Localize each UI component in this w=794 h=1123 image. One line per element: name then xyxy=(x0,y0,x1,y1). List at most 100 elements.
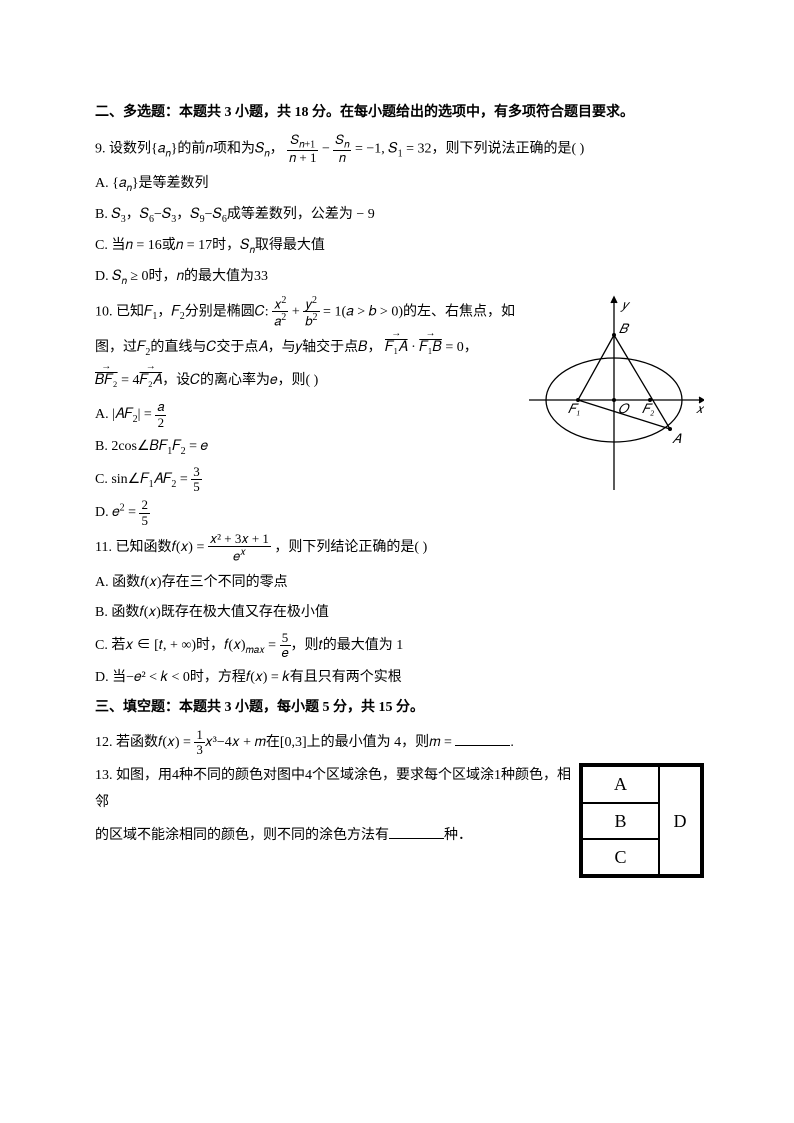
t: }是等差数列 xyxy=(132,176,209,191)
t: D. 𝑆 xyxy=(95,269,121,284)
frac: 25 xyxy=(139,498,150,528)
svg-text:𝐹₁: 𝐹₁ xyxy=(568,401,580,416)
frac: 𝑆𝑛𝑛 xyxy=(333,133,351,166)
t: 𝐹₁𝐴 xyxy=(385,335,408,362)
t: A. |𝐴𝐹 xyxy=(95,407,133,422)
q10-D: D. 𝑒 2 = 25 xyxy=(95,498,524,528)
svg-text:𝐵: 𝐵 xyxy=(619,321,630,336)
frac: 𝑎2 xyxy=(155,400,166,430)
svg-text:𝑦: 𝑦 xyxy=(620,297,631,312)
svg-text:𝐹₂: 𝐹₂ xyxy=(642,401,655,416)
t: 5 xyxy=(280,631,291,646)
t: 11. 已知函数𝑓(𝑥) = xyxy=(95,540,208,555)
t: 𝑆 xyxy=(290,132,299,147)
t: 𝑚𝑎𝑥 xyxy=(246,645,265,656)
t: C. 当𝑛 = 16或𝑛 = 17时，𝑆 xyxy=(95,238,250,253)
t: 𝐹₁𝐵 xyxy=(419,335,442,362)
t: D. 𝑒 xyxy=(95,505,120,520)
t: 分别是椭圆𝐶: xyxy=(185,304,272,319)
frac: 𝑥² + 3𝑥 + 1𝑒𝑥 xyxy=(208,532,271,564)
vector: 𝐵𝐹₂ xyxy=(95,368,118,395)
t: 的直线与𝐶交于点𝐴，与𝑦轴交于点𝐵， xyxy=(150,340,381,355)
frac: 35 xyxy=(191,465,202,495)
t: 𝑛 xyxy=(344,139,349,150)
blank xyxy=(455,731,510,746)
q11-D: D. 当−𝑒² < 𝑘 < 0时，方程𝑓(𝑥) = 𝑘有且只有两个实根 xyxy=(95,665,704,692)
t: 𝐴𝐹 xyxy=(154,472,172,487)
t: 2 xyxy=(281,295,286,306)
s3-title: 三、填空题：本题共 3 小题，每小题 5 分，共 15 分。 xyxy=(95,700,424,715)
t: 𝑒 xyxy=(280,646,291,660)
q10-text: 10. 已知𝐹1，𝐹2分别是椭圆𝐶: 𝑥2𝑎2 + 𝑦2𝑏2 = 1(𝑎 > 𝑏… xyxy=(95,295,524,532)
t: = 32，则下列说法正确的是( ) xyxy=(403,141,585,156)
t: 𝑏 xyxy=(305,314,312,329)
t: = −1, 𝑆 xyxy=(355,141,398,156)
t: ，𝐹 xyxy=(157,304,179,319)
q9-D: D. 𝑆𝑛 ≥ 0时，𝑛的最大值为33 xyxy=(95,264,704,291)
t: −𝑆 xyxy=(205,207,222,222)
q13-text: 13. 如图，用4种不同的颜色对图中4个区域涂色，要求每个区域涂1种颜色，相邻 … xyxy=(95,763,571,855)
frac: 𝑆𝑛+1𝑛 + 1 xyxy=(287,133,318,166)
q11-stem: 11. 已知函数𝑓(𝑥) = 𝑥² + 3𝑥 + 1𝑒𝑥 ，则下列结论正确的是(… xyxy=(95,532,704,564)
q13-figure: ADBC xyxy=(579,763,704,888)
section3-header: 三、填空题：本题共 3 小题，每小题 5 分，共 15 分。 xyxy=(95,695,704,722)
t: 种． xyxy=(444,828,472,843)
t: 3 xyxy=(194,743,205,757)
t: | = xyxy=(138,407,156,422)
q9-A: A. {𝑎𝑛}是等差数列 xyxy=(95,171,704,198)
t: 𝑥³−4𝑥 + 𝑚在[0,3]上的最小值为 4，则𝑚 = xyxy=(205,735,456,750)
t: 的区域不能涂相同的颜色，则不同的涂色方法有 xyxy=(95,828,389,843)
t: + xyxy=(292,304,303,319)
q11-A: A. 函数𝑓(𝑥)存在三个不同的零点 xyxy=(95,570,704,597)
q9-stem: 9. 设数列{𝑎𝑛}的前𝑛项和为𝑆𝑛， 𝑆𝑛+1𝑛 + 1 − 𝑆𝑛𝑛 = −1… xyxy=(95,133,704,166)
frac: 𝑥2𝑎2 xyxy=(272,295,288,329)
svg-text:𝐴: 𝐴 xyxy=(672,431,682,446)
q13-line2: 的区域不能涂相同的颜色，则不同的涂色方法有 种． xyxy=(95,823,571,850)
t: ，𝑆 xyxy=(126,207,149,222)
t: 2 xyxy=(313,312,318,323)
q10-B: B. 2cos∠𝐵𝐹1𝐹2 = 𝑒 xyxy=(95,434,524,461)
t: 2 xyxy=(139,498,150,513)
q13-row: 13. 如图，用4种不同的颜色对图中4个区域涂色，要求每个区域涂1种颜色，相邻 … xyxy=(95,763,704,888)
q11-B: B. 函数𝑓(𝑥)既存在极大值又存在极小值 xyxy=(95,600,704,627)
t: . xyxy=(510,735,514,750)
section2-header: 二、多选题：本题共 3 小题，共 18 分。在每小题给出的选项中，有多项符合题目… xyxy=(95,100,704,127)
t: 2 xyxy=(312,295,317,306)
t: 𝑎 xyxy=(155,400,166,415)
t: 𝑛+1 xyxy=(299,139,315,150)
t: = 1(𝑎 > 𝑏 > 0)的左、右焦点，如 xyxy=(323,304,515,319)
t: −𝑆 xyxy=(154,207,171,222)
t: 5 xyxy=(191,480,202,494)
t: C. sin∠𝐹 xyxy=(95,472,149,487)
t: 成等差数列，公差为 − 9 xyxy=(227,207,375,222)
t: = 4 xyxy=(118,373,140,388)
q10-C: C. sin∠𝐹1𝐴𝐹2 = 35 xyxy=(95,465,524,495)
t: = 0， xyxy=(442,340,478,355)
t: 𝑥² + 3𝑥 + 1 xyxy=(208,532,271,547)
t: 2 xyxy=(155,416,166,430)
q9-C: C. 当𝑛 = 16或𝑛 = 17时，𝑆𝑛取得最大值 xyxy=(95,233,704,260)
t: B. 𝑆 xyxy=(95,207,121,222)
q11-C: C. 若𝑥 ∈ [𝑡, + ∞)时，𝑓(𝑥)𝑚𝑎𝑥 = 5𝑒，则𝑡的最大值为 1 xyxy=(95,631,704,661)
t: 𝑛 xyxy=(333,151,351,165)
t: 5 xyxy=(139,514,150,528)
t: ≥ 0时，𝑛的最大值为33 xyxy=(127,269,268,284)
t: ，设𝐶的离心率为𝑒，则( ) xyxy=(162,373,318,388)
blank xyxy=(389,824,444,839)
t: 𝑆 xyxy=(335,132,344,147)
frac: 5𝑒 xyxy=(280,631,291,661)
q10-row: 10. 已知𝐹1，𝐹2分别是椭圆𝐶: 𝑥2𝑎2 + 𝑦2𝑏2 = 1(𝑎 > 𝑏… xyxy=(95,295,704,532)
q12: 12. 若函数𝑓(𝑥) = 13𝑥³−4𝑥 + 𝑚在[0,3]上的最小值为 4，… xyxy=(95,728,704,758)
t: 2 xyxy=(281,312,286,323)
t: ，则𝑡的最大值为 1 xyxy=(291,638,404,653)
t: 𝐹₂𝐴 xyxy=(139,368,162,395)
t: 图，过𝐹 xyxy=(95,340,145,355)
q10-A: A. |𝐴𝐹 2| = 𝑎2 xyxy=(95,400,524,430)
t: − xyxy=(322,141,333,156)
t: C. 若𝑥 ∈ [𝑡, + ∞)时，𝑓(𝑥) xyxy=(95,638,246,653)
q10-line3: 𝐵𝐹₂ = 4𝐹₂𝐴，设𝐶的离心率为𝑒，则( ) xyxy=(95,368,524,395)
t: = xyxy=(125,505,140,520)
ellipse-diagram: 𝑥𝑦𝑂𝐹₁𝐹₂𝐵𝐴 xyxy=(524,295,704,495)
svg-text:𝑥: 𝑥 xyxy=(696,401,704,416)
t: ， xyxy=(270,141,284,156)
